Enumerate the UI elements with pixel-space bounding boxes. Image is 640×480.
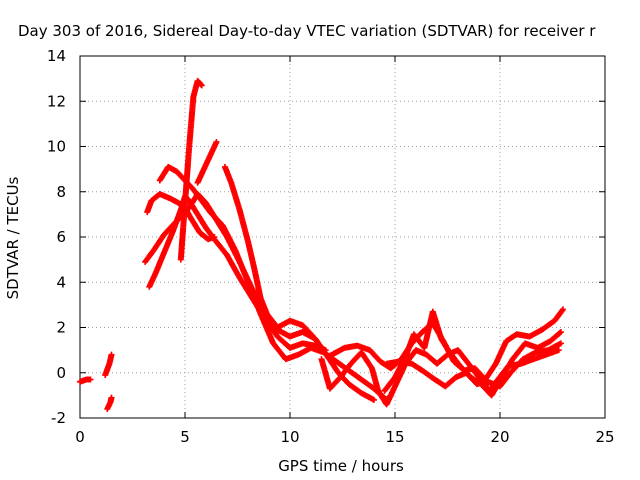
y-tick-label: 0 — [56, 364, 66, 382]
data-point — [555, 347, 562, 354]
series-trace-i — [194, 138, 220, 186]
y-axis-label: SDTVAR / TECUs — [4, 176, 22, 299]
x-tick-label: 25 — [595, 428, 614, 446]
x-tick-label: 5 — [180, 428, 190, 446]
y-tick-label: 10 — [47, 138, 66, 156]
series-trace-c — [104, 394, 115, 412]
data-point — [108, 394, 115, 401]
data-point — [556, 329, 563, 336]
data-point — [560, 306, 566, 313]
data-point — [213, 138, 220, 145]
y-tick-label: 6 — [56, 228, 66, 246]
series-trace-a — [77, 376, 94, 385]
series-trace-h — [177, 77, 205, 263]
y-axis: -2 0 2 4 6 8 10 12 14 — [47, 47, 605, 427]
data-point — [197, 81, 204, 88]
chart-title: Day 303 of 2016, Sidereal Day-to-day VTE… — [18, 22, 596, 40]
series-trace-k — [318, 347, 562, 408]
data-point — [557, 329, 564, 336]
y-tick-label: 12 — [47, 92, 66, 110]
data-point — [371, 396, 377, 403]
x-tick-label: 10 — [280, 428, 299, 446]
x-axis-label: GPS time / hours — [278, 457, 404, 475]
data-point — [557, 340, 564, 347]
data-point — [108, 351, 115, 358]
data-points — [77, 77, 566, 412]
data-point — [559, 307, 566, 314]
series-trace-b — [102, 351, 115, 379]
x-tick-label: 0 — [75, 428, 85, 446]
data-point — [87, 376, 94, 383]
x-tick-label: 20 — [490, 428, 509, 446]
y-tick-label: 14 — [47, 47, 66, 65]
y-tick-label: 2 — [56, 319, 66, 337]
y-tick-label: 8 — [56, 183, 66, 201]
x-tick-label: 15 — [385, 428, 404, 446]
x-axis: 0 5 10 15 20 25 — [75, 56, 615, 446]
series-trace-g — [156, 163, 394, 403]
series-trace-j — [221, 163, 566, 383]
y-tick-label: -2 — [51, 409, 66, 427]
series-trace-e — [146, 193, 329, 354]
data-point — [198, 82, 205, 89]
series-trace-m — [383, 340, 564, 390]
y-tick-label: 4 — [56, 273, 66, 291]
